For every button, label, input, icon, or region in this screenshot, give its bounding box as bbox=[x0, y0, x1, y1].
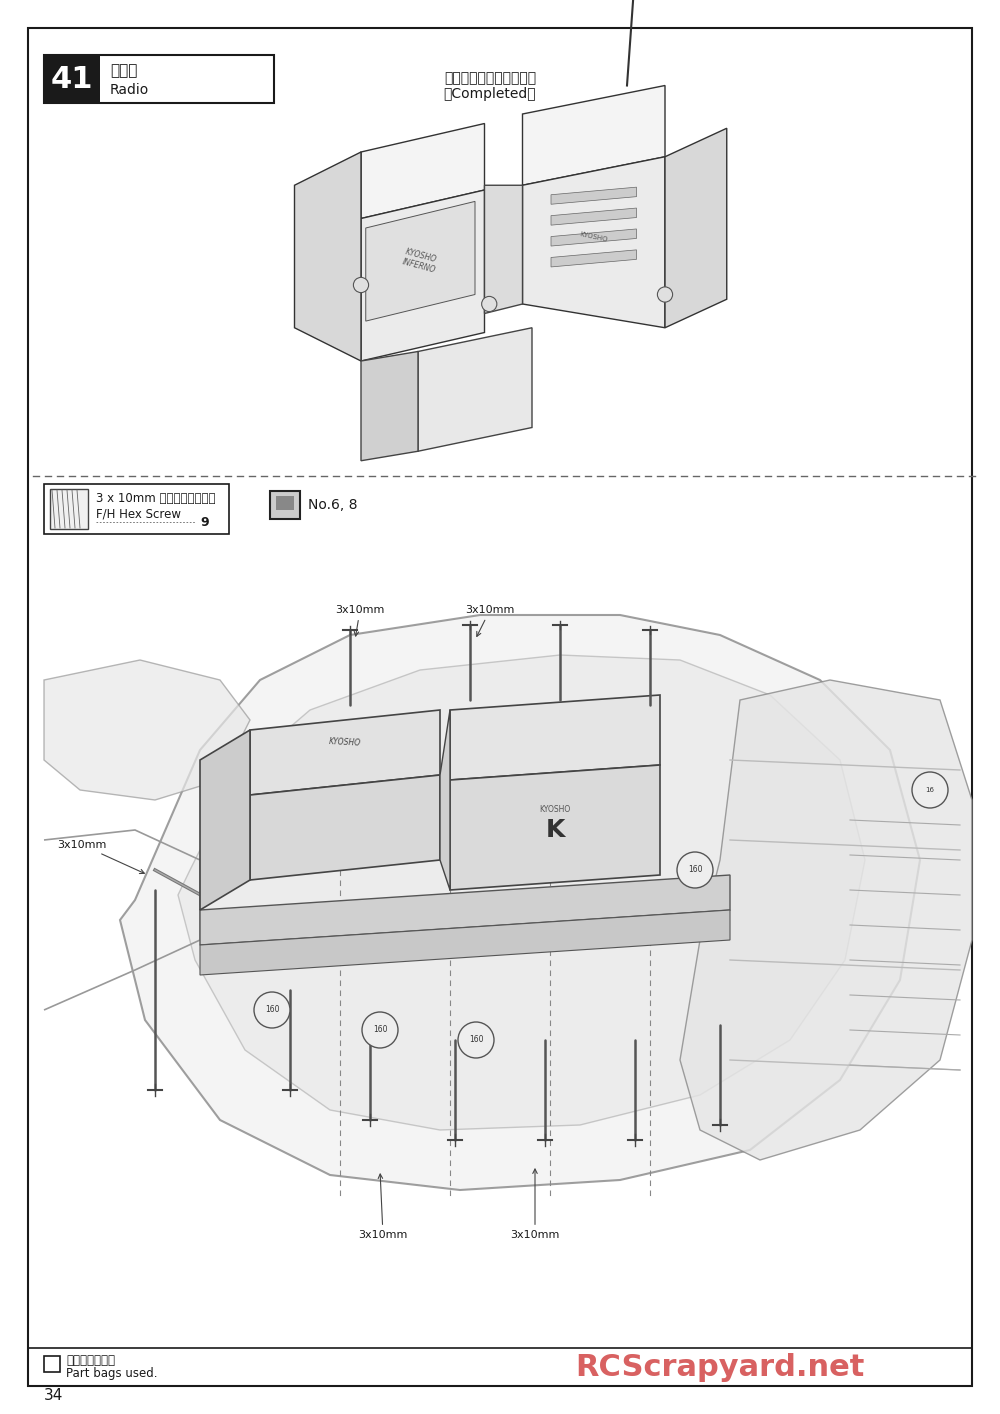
Text: KYOSHO: KYOSHO bbox=[539, 806, 571, 814]
Polygon shape bbox=[250, 775, 440, 880]
Text: KYOSHO
INFERNO: KYOSHO INFERNO bbox=[401, 247, 439, 276]
Bar bbox=[276, 496, 294, 510]
Circle shape bbox=[362, 1012, 398, 1048]
Polygon shape bbox=[551, 208, 637, 225]
Text: プロポ: プロポ bbox=[110, 62, 137, 78]
Polygon shape bbox=[200, 911, 730, 976]
Circle shape bbox=[657, 287, 673, 303]
Circle shape bbox=[677, 853, 713, 888]
Text: No.6, 8: No.6, 8 bbox=[308, 498, 358, 512]
Bar bbox=[44, 484, 229, 534]
Text: 160: 160 bbox=[688, 865, 702, 874]
Circle shape bbox=[458, 1022, 494, 1058]
Text: 160: 160 bbox=[469, 1035, 483, 1045]
Text: K: K bbox=[545, 819, 565, 841]
Polygon shape bbox=[522, 85, 665, 185]
Polygon shape bbox=[680, 680, 972, 1159]
Polygon shape bbox=[361, 123, 484, 219]
Text: 16: 16 bbox=[926, 788, 934, 793]
Polygon shape bbox=[551, 229, 637, 246]
Polygon shape bbox=[551, 187, 637, 204]
Text: 3 x 10mm サラヘックスビス: 3 x 10mm サラヘックスビス bbox=[96, 492, 216, 505]
Polygon shape bbox=[120, 615, 920, 1191]
Bar bbox=[50, 489, 88, 529]
Polygon shape bbox=[522, 157, 665, 328]
Text: 3x10mm: 3x10mm bbox=[57, 840, 144, 874]
Polygon shape bbox=[551, 250, 637, 267]
Circle shape bbox=[353, 277, 369, 293]
Bar bbox=[44, 55, 100, 103]
Polygon shape bbox=[440, 710, 450, 889]
Text: ＜メカボックス完成図＞: ＜メカボックス完成図＞ bbox=[444, 71, 536, 85]
Text: 3x10mm: 3x10mm bbox=[358, 1174, 408, 1240]
Text: 9: 9 bbox=[200, 516, 209, 529]
Polygon shape bbox=[294, 151, 361, 361]
Polygon shape bbox=[250, 710, 440, 795]
Polygon shape bbox=[366, 201, 475, 321]
Text: 3x10mm: 3x10mm bbox=[335, 605, 385, 636]
Polygon shape bbox=[200, 730, 250, 911]
Text: 34: 34 bbox=[44, 1389, 63, 1404]
Text: KYOSHO: KYOSHO bbox=[579, 232, 608, 243]
Polygon shape bbox=[418, 328, 532, 451]
Bar bbox=[44, 1356, 60, 1372]
Polygon shape bbox=[361, 352, 418, 461]
Text: 使用する袋訰。: 使用する袋訰。 bbox=[66, 1353, 115, 1366]
Polygon shape bbox=[450, 765, 660, 889]
Polygon shape bbox=[44, 660, 250, 800]
Text: RCScrapyard.net: RCScrapyard.net bbox=[575, 1353, 865, 1381]
Polygon shape bbox=[665, 129, 727, 328]
Text: 41: 41 bbox=[51, 65, 93, 93]
Polygon shape bbox=[200, 875, 730, 945]
Polygon shape bbox=[178, 655, 865, 1130]
Text: Part bags used.: Part bags used. bbox=[66, 1367, 158, 1380]
Bar bbox=[270, 491, 300, 519]
Text: 160: 160 bbox=[373, 1025, 387, 1035]
Text: ＜Completed＞: ＜Completed＞ bbox=[444, 88, 536, 100]
Text: KYOSHO: KYOSHO bbox=[329, 737, 361, 748]
Polygon shape bbox=[450, 696, 660, 781]
Text: 3x10mm: 3x10mm bbox=[510, 1169, 560, 1240]
Circle shape bbox=[912, 772, 948, 807]
Bar bbox=[44, 55, 274, 103]
Circle shape bbox=[482, 297, 497, 311]
Text: 3x10mm: 3x10mm bbox=[465, 605, 515, 636]
Text: F/H Hex Screw: F/H Hex Screw bbox=[96, 508, 181, 520]
Polygon shape bbox=[361, 189, 484, 361]
Circle shape bbox=[254, 993, 290, 1028]
Polygon shape bbox=[484, 185, 522, 314]
Text: 160: 160 bbox=[265, 1005, 279, 1014]
Text: Radio: Radio bbox=[110, 82, 149, 96]
